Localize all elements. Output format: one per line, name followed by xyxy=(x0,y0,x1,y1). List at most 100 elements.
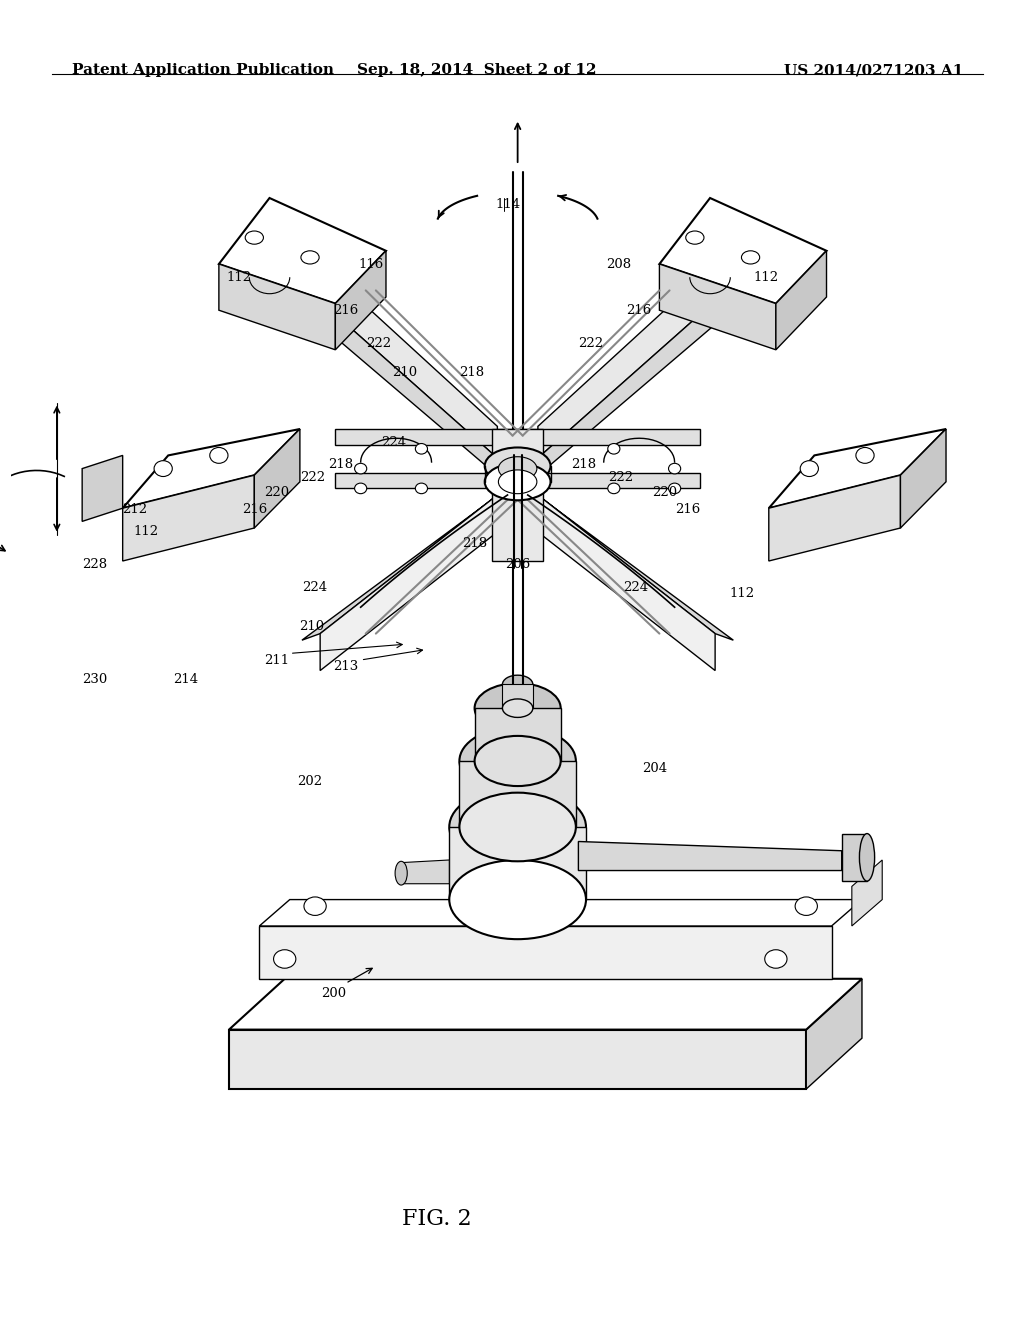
Text: 202: 202 xyxy=(297,775,323,788)
Ellipse shape xyxy=(608,444,620,454)
Text: 220: 220 xyxy=(264,486,289,499)
Text: 112: 112 xyxy=(754,271,778,284)
Ellipse shape xyxy=(474,737,561,787)
Text: 200: 200 xyxy=(321,987,346,1001)
Polygon shape xyxy=(254,429,300,528)
Polygon shape xyxy=(776,251,826,350)
Polygon shape xyxy=(769,475,900,561)
Ellipse shape xyxy=(474,684,561,734)
Ellipse shape xyxy=(669,483,681,494)
Polygon shape xyxy=(335,473,700,488)
Text: 216: 216 xyxy=(242,503,267,516)
Polygon shape xyxy=(852,861,883,927)
Ellipse shape xyxy=(354,463,367,474)
Polygon shape xyxy=(219,264,335,350)
Polygon shape xyxy=(579,842,842,871)
Text: 208: 208 xyxy=(606,257,632,271)
Text: 222: 222 xyxy=(367,337,391,350)
Polygon shape xyxy=(335,251,386,350)
Text: 230: 230 xyxy=(82,673,106,686)
Text: 228: 228 xyxy=(82,558,106,572)
Text: 210: 210 xyxy=(391,366,417,379)
Polygon shape xyxy=(538,301,733,469)
Polygon shape xyxy=(401,861,450,884)
Polygon shape xyxy=(460,762,575,826)
Text: 218: 218 xyxy=(571,458,596,471)
Text: 112: 112 xyxy=(226,271,252,284)
Polygon shape xyxy=(335,429,700,445)
Text: 116: 116 xyxy=(358,257,383,271)
Text: 222: 222 xyxy=(300,471,326,484)
Ellipse shape xyxy=(800,461,818,477)
Polygon shape xyxy=(259,927,831,979)
Ellipse shape xyxy=(503,700,532,718)
Text: 222: 222 xyxy=(578,337,603,350)
Ellipse shape xyxy=(484,463,551,500)
Text: 114: 114 xyxy=(495,198,520,211)
Ellipse shape xyxy=(859,834,874,882)
Polygon shape xyxy=(229,1030,806,1089)
Text: Sep. 18, 2014  Sheet 2 of 12: Sep. 18, 2014 Sheet 2 of 12 xyxy=(357,63,597,78)
Text: 213: 213 xyxy=(333,660,358,673)
Ellipse shape xyxy=(856,447,874,463)
Polygon shape xyxy=(123,429,300,508)
Polygon shape xyxy=(219,198,386,304)
Text: 211: 211 xyxy=(264,653,289,667)
Text: 216: 216 xyxy=(333,304,358,317)
Ellipse shape xyxy=(354,483,367,494)
Polygon shape xyxy=(82,455,123,521)
Ellipse shape xyxy=(450,787,586,867)
Text: FIG. 2: FIG. 2 xyxy=(401,1208,471,1230)
Ellipse shape xyxy=(416,483,427,494)
Text: 218: 218 xyxy=(463,537,487,550)
Ellipse shape xyxy=(765,950,787,969)
Text: 224: 224 xyxy=(624,581,648,594)
Text: US 2014/0271203 A1: US 2014/0271203 A1 xyxy=(783,63,964,78)
Polygon shape xyxy=(302,301,498,469)
Text: 216: 216 xyxy=(675,503,700,516)
Text: 212: 212 xyxy=(122,503,147,516)
Ellipse shape xyxy=(154,461,172,477)
Polygon shape xyxy=(321,264,498,458)
Polygon shape xyxy=(900,429,946,528)
Polygon shape xyxy=(842,834,867,882)
Text: 112: 112 xyxy=(730,587,755,601)
Ellipse shape xyxy=(245,231,263,244)
Polygon shape xyxy=(538,264,715,458)
Ellipse shape xyxy=(499,470,537,494)
Ellipse shape xyxy=(795,898,817,916)
Polygon shape xyxy=(123,475,254,561)
Polygon shape xyxy=(503,685,532,708)
Ellipse shape xyxy=(273,950,296,969)
Polygon shape xyxy=(659,264,776,350)
Ellipse shape xyxy=(499,457,537,480)
Text: 224: 224 xyxy=(302,581,328,594)
Text: 218: 218 xyxy=(328,458,353,471)
Ellipse shape xyxy=(301,251,319,264)
Polygon shape xyxy=(229,979,862,1030)
Polygon shape xyxy=(450,826,586,900)
Text: 204: 204 xyxy=(642,762,667,775)
Ellipse shape xyxy=(741,251,760,264)
Polygon shape xyxy=(474,708,561,762)
Polygon shape xyxy=(806,979,862,1089)
Text: Patent Application Publication: Patent Application Publication xyxy=(72,63,334,78)
Polygon shape xyxy=(538,495,715,671)
Text: 222: 222 xyxy=(608,471,634,484)
Text: 218: 218 xyxy=(460,366,484,379)
Ellipse shape xyxy=(395,862,408,886)
Polygon shape xyxy=(493,429,543,561)
Ellipse shape xyxy=(460,792,575,862)
Polygon shape xyxy=(769,429,946,508)
Ellipse shape xyxy=(450,861,586,940)
Polygon shape xyxy=(302,495,498,640)
Ellipse shape xyxy=(686,231,703,244)
Text: 224: 224 xyxy=(382,436,407,449)
Text: 214: 214 xyxy=(173,673,198,686)
Ellipse shape xyxy=(210,447,228,463)
Polygon shape xyxy=(321,495,498,671)
Ellipse shape xyxy=(484,447,551,484)
Polygon shape xyxy=(259,900,862,927)
Ellipse shape xyxy=(460,726,575,796)
Text: 216: 216 xyxy=(627,304,652,317)
